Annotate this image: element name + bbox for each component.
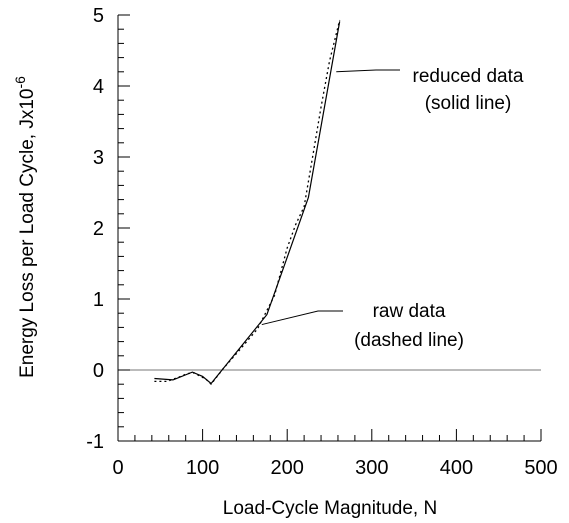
annotation-raw-leader [261, 310, 343, 326]
y-tick-label: 2 [93, 218, 104, 240]
x-tick-label: 300 [355, 457, 388, 479]
reduced-data-line [154, 21, 341, 385]
y-axis-title-superscript: -6 [12, 76, 28, 89]
raw-data-line [154, 19, 341, 386]
annotation-reduced-leader [336, 69, 400, 73]
annotation-reduced-sublabel: (solid line) [425, 93, 512, 114]
annotation-raw-label: raw data [373, 301, 446, 322]
y-tick-label: 1 [93, 289, 104, 311]
y-axis-title: Energy Loss per Load Cycle, Jx10-6 [12, 76, 38, 378]
series-group [154, 19, 341, 386]
tick-labels: 0 100 200 300 400 500 -1 0 1 2 3 4 5 [86, 5, 557, 479]
annotation-reduced-label: reduced data [413, 66, 524, 87]
y-tick-label: 0 [93, 360, 104, 382]
x-tick-label: 0 [112, 457, 123, 479]
x-tick-label: 100 [186, 457, 219, 479]
annotation-raw-sublabel: (dashed line) [354, 330, 464, 351]
y-tick-label: -1 [86, 431, 104, 453]
x-axis-title: Load-Cycle Magnitude, N [223, 498, 437, 519]
tick-marks [117, 14, 542, 442]
x-tick-label: 500 [524, 457, 557, 479]
y-tick-label: 5 [93, 5, 104, 27]
x-tick-label: 200 [271, 457, 304, 479]
annotations: reduced data (solid line) raw data (dashed … [261, 66, 524, 351]
y-axis-title-main: Energy Loss per Load Cycle, Jx10 [17, 89, 38, 378]
y-tick-label: 3 [93, 147, 104, 169]
x-tick-label: 400 [440, 457, 473, 479]
y-tick-label: 4 [93, 76, 104, 98]
